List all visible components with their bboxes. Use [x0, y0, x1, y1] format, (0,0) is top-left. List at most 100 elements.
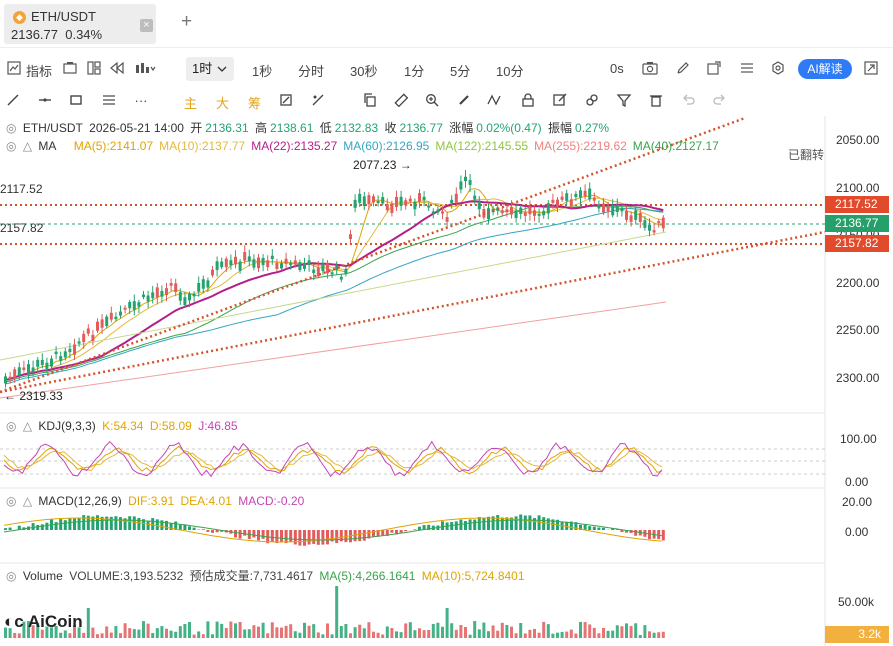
volume-bar [634, 623, 638, 638]
bell-icon[interactable]: △ [22, 139, 33, 153]
measure-icon[interactable] [310, 93, 326, 109]
volume-bar [648, 631, 651, 638]
ai-analysis-button[interactable]: AI解读 [798, 59, 852, 79]
list-icon[interactable] [739, 61, 755, 77]
candle-body [404, 200, 408, 206]
export-icon[interactable] [863, 61, 879, 77]
macd-bar [128, 516, 132, 530]
period-timeshare[interactable]: 分时 [298, 64, 325, 79]
candle-body [119, 311, 122, 316]
ruler-icon[interactable] [393, 93, 409, 109]
macd-bar [132, 516, 136, 530]
edit-icon[interactable] [552, 93, 568, 109]
brush-icon[interactable] [456, 93, 472, 109]
parallel-lines-icon[interactable] [101, 93, 117, 109]
tab-strip: ◆ ETH/USDT 2136.77 0.34% × + [0, 0, 893, 48]
period-30s[interactable]: 30秒 [350, 64, 378, 79]
volume-bar [629, 625, 633, 638]
macd-bar [119, 517, 122, 530]
macd-bar [252, 530, 256, 538]
macd-bar [4, 528, 7, 530]
main-chart-toggle[interactable]: 主 [184, 96, 198, 111]
macd-bar [211, 530, 214, 533]
bell-icon[interactable]: △ [22, 419, 33, 433]
lock-icon[interactable] [520, 93, 536, 109]
macd-bar [362, 530, 366, 541]
eye-icon[interactable]: ◎ [6, 419, 17, 433]
volume-bar [211, 634, 214, 638]
period-1s[interactable]: 1秒 [252, 64, 273, 79]
magnet-icon[interactable] [278, 93, 294, 109]
candle-body [257, 257, 260, 269]
undo-icon[interactable] [680, 93, 696, 109]
trendline-icon[interactable] [5, 93, 21, 109]
volume-bar [464, 626, 467, 638]
macd-axis-top: 20.00 [842, 495, 873, 509]
ma-legend: ◎ △ MA MA(5):2141.07 MA(10):2137.77 MA(22)… [6, 138, 728, 154]
volume-bar [178, 626, 182, 638]
copy-icon[interactable] [362, 93, 378, 109]
macd-bar [661, 530, 665, 541]
macd-axis-zero: 0.00 [845, 525, 869, 539]
candle-body [597, 204, 601, 209]
price-badge: 2117.52 [825, 196, 889, 213]
template-icon[interactable] [62, 61, 78, 77]
pattern-icon[interactable] [487, 93, 503, 109]
macd-bar [390, 530, 394, 533]
eye-icon[interactable]: ◎ [6, 139, 17, 153]
candle-body [390, 203, 394, 214]
candle-body [335, 265, 339, 271]
ma-legend-item: MA(5):2141.07 [73, 139, 154, 153]
candle-body [643, 220, 647, 228]
camera-icon[interactable] [642, 61, 658, 77]
candle-body [298, 262, 302, 271]
more-icon[interactable]: ··· [134, 93, 148, 108]
eye-icon[interactable]: ◎ [6, 494, 17, 508]
zoom-in-icon[interactable] [424, 93, 440, 109]
volume-bar [606, 630, 610, 638]
trash-icon[interactable] [648, 93, 664, 109]
rectangle-icon[interactable] [68, 93, 84, 109]
filter-icon[interactable] [616, 93, 632, 109]
volume-bar [109, 632, 113, 638]
candle-body [505, 209, 509, 213]
candle-body [82, 333, 86, 343]
tab-eth-usdt[interactable]: ◆ ETH/USDT 2136.77 0.34% × [4, 4, 156, 44]
add-tab-icon[interactable]: + [181, 11, 193, 32]
kline-chart[interactable] [0, 116, 893, 646]
volume-bar [519, 623, 523, 638]
indicator-icon[interactable] [6, 61, 22, 77]
period-selector[interactable]: 1时 [186, 57, 234, 81]
indicator-button[interactable]: 指标 [26, 64, 53, 79]
candle-body [395, 196, 398, 208]
eye-icon[interactable]: ◎ [6, 569, 17, 583]
candle-body [638, 212, 642, 222]
macd-bar [298, 530, 302, 546]
volume-bar [588, 624, 592, 638]
countdown-label: 0s [610, 61, 624, 76]
volume-bar [119, 633, 122, 638]
eye-icon[interactable]: ◎ [6, 121, 17, 135]
candle-body [183, 297, 187, 306]
period-5m[interactable]: 5分 [450, 64, 471, 79]
candle-body [284, 258, 288, 264]
redo-icon[interactable] [712, 93, 728, 109]
chart-type-icon[interactable] [135, 61, 156, 77]
replay-icon[interactable] [109, 61, 125, 77]
volume-bar [611, 630, 615, 638]
share-icon[interactable] [706, 61, 722, 77]
macd-bar [31, 523, 35, 530]
close-icon[interactable]: × [140, 19, 153, 32]
pencil-icon[interactable] [675, 61, 691, 77]
bell-icon[interactable]: △ [22, 494, 33, 508]
layout-icon[interactable] [86, 61, 102, 77]
chip-distribution-toggle[interactable]: 筹 [248, 96, 262, 111]
peak-annotation: 2077.23 → [353, 158, 412, 172]
link-icon[interactable] [584, 93, 600, 109]
period-1m[interactable]: 1分 [404, 64, 425, 79]
settings-icon[interactable] [770, 61, 786, 77]
period-10m[interactable]: 10分 [496, 64, 524, 79]
horizontal-line-icon[interactable] [37, 93, 53, 109]
large-order-toggle[interactable]: 大 [216, 96, 230, 111]
volume-bar [169, 630, 173, 638]
